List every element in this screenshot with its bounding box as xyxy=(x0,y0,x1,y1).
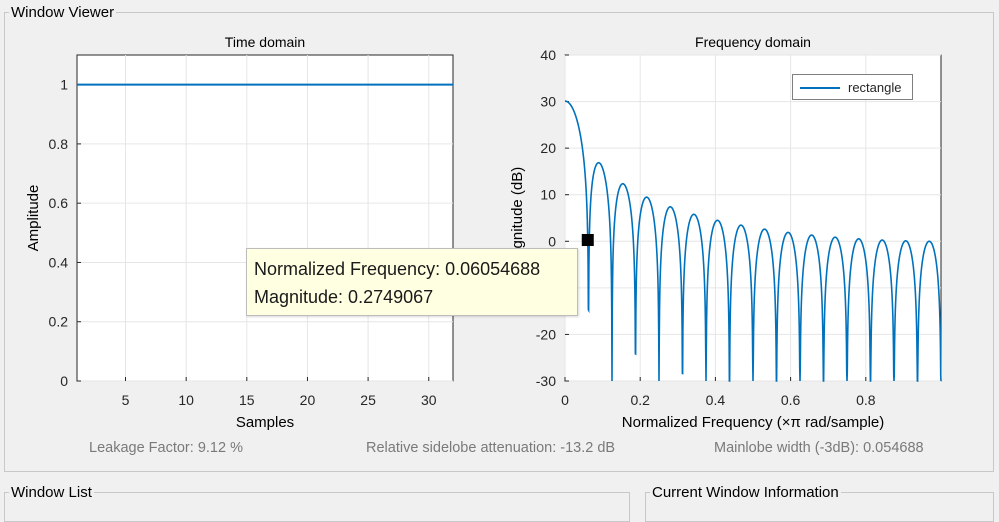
time-domain-ytick-label: 0.4 xyxy=(49,254,69,270)
relative-sidelobe-attenuation: Relative sidelobe attenuation: -13.2 dB xyxy=(366,440,616,456)
data-cursor-tooltip: Normalized Frequency: 0.06054688 Magnitu… xyxy=(246,248,578,316)
frequency-domain-ytick-label: 40 xyxy=(540,47,556,63)
window-viewer-title: Window Viewer xyxy=(9,4,117,21)
time-domain-axes[interactable]: 5 10 15 20 25 30 0 0.2 0.4 0.6 0.8 1 Time domain Sa… xyxy=(25,34,454,431)
time-domain-ylabel: Amplitude xyxy=(25,185,42,252)
current-window-info-title: Current Window Information xyxy=(650,484,841,501)
frequency-domain-xtick-label: 0.6 xyxy=(781,392,801,408)
time-domain-ytick-label: 0.6 xyxy=(49,195,69,211)
time-domain-xtick-label: 25 xyxy=(360,392,376,408)
time-domain-xlabel: Samples xyxy=(236,414,294,431)
frequency-domain-series-line xyxy=(564,100,942,382)
legend-swatch-rectangle xyxy=(800,87,840,89)
time-domain-ticks: 5 10 15 20 25 30 0 0.2 0.4 0.6 0.8 1 xyxy=(49,77,437,408)
time-domain-plot-area xyxy=(76,54,454,382)
frequency-domain-axes[interactable]: 00.20.40.60.8-30-20-10010203040 Frequenc… xyxy=(509,34,942,431)
frequency-domain-xtick-label: 0 xyxy=(561,392,569,408)
frequency-domain-xtick-label: 0.2 xyxy=(630,392,650,408)
frequency-domain-ylabel: Magnitude (dB) xyxy=(509,167,526,270)
window-viewer-group xyxy=(4,12,994,472)
frequency-domain-xtick-label: 0.8 xyxy=(856,392,876,408)
frequency-domain-ytick-label: 30 xyxy=(540,94,556,110)
time-domain-xtick-label: 30 xyxy=(421,392,437,408)
window-list-title: Window List xyxy=(9,484,94,501)
frequency-domain-ytick-label: 0 xyxy=(548,233,556,249)
time-domain-ytick-label: 0.2 xyxy=(49,314,69,330)
time-domain-ytick-label: 1 xyxy=(60,77,68,93)
mainlobe-width: Mainlobe width (-3dB): 0.054688 xyxy=(714,440,924,456)
frequency-domain-ytick-label: -30 xyxy=(536,373,556,389)
frequency-domain-xlabel: Normalized Frequency (×π rad/sample) xyxy=(622,414,885,431)
time-domain-xtick-label: 20 xyxy=(300,392,316,408)
frequency-legend[interactable]: rectangle xyxy=(792,74,913,100)
tooltip-magnitude: Magnitude: 0.2749067 xyxy=(254,287,434,307)
frequency-domain-title: Frequency domain xyxy=(695,34,811,50)
time-domain-ytick-label: 0.8 xyxy=(49,136,69,152)
tooltip-frequency: Normalized Frequency: 0.06054688 xyxy=(254,259,541,279)
frequency-domain-ytick-label: 20 xyxy=(540,140,556,156)
legend-label-rectangle: rectangle xyxy=(848,80,902,95)
frequency-domain-ytick-label: 10 xyxy=(540,187,556,203)
time-domain-xtick-label: 15 xyxy=(239,392,255,408)
charts-canvas: 5 10 15 20 25 30 0 0.2 0.4 0.6 0.8 1 Time domain Sa… xyxy=(25,34,942,431)
time-domain-ytick-label: 0 xyxy=(60,373,68,389)
data-cursor-marker[interactable] xyxy=(581,234,594,247)
leakage-factor: Leakage Factor: 9.12 % xyxy=(89,440,243,456)
frequency-domain-xtick-label: 0.4 xyxy=(706,392,726,408)
time-domain-xtick-label: 5 xyxy=(122,392,130,408)
time-domain-title: Time domain xyxy=(225,34,305,50)
frequency-domain-ytick-label: -20 xyxy=(536,326,556,342)
time-domain-xtick-label: 10 xyxy=(178,392,194,408)
